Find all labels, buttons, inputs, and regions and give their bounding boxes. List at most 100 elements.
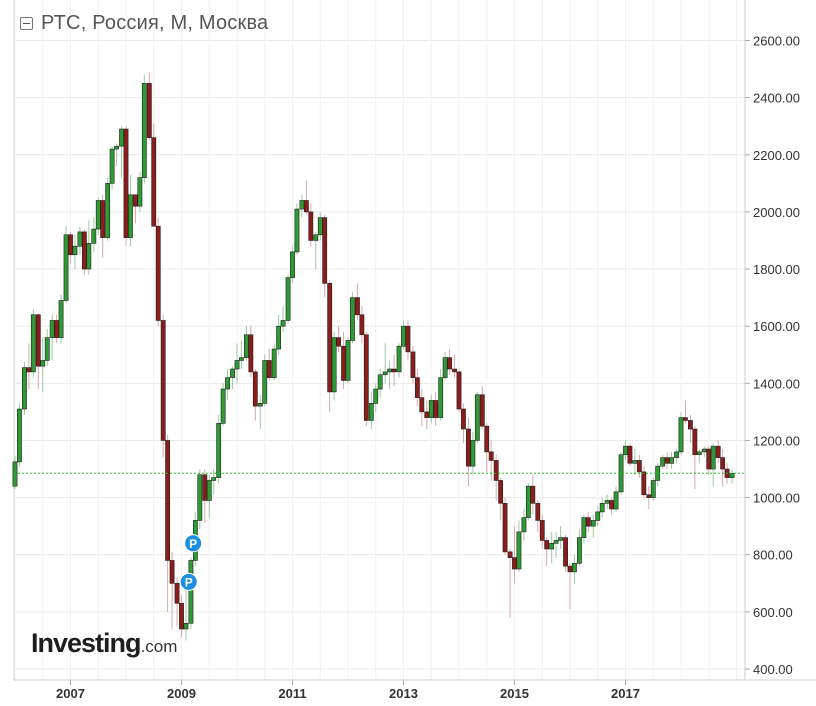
candle-body <box>627 445 633 464</box>
candle-body <box>669 457 674 464</box>
candle-body <box>146 83 152 138</box>
y-tick-label: 2000.00 <box>753 205 800 220</box>
x-tick-label: 2009 <box>167 686 196 701</box>
candle-body <box>401 325 406 347</box>
candle-down <box>692 426 698 490</box>
candle-body <box>303 200 309 213</box>
candle-up <box>206 474 212 518</box>
candle-up <box>12 456 18 490</box>
candle-body <box>646 494 652 498</box>
candle-down <box>202 469 208 524</box>
candle-up <box>183 583 189 641</box>
candle-body <box>109 148 115 184</box>
candle-body <box>169 560 175 584</box>
candle-down <box>414 369 420 407</box>
x-tick-label: 2011 <box>278 686 306 701</box>
candle-body <box>563 537 568 567</box>
candle-down <box>419 389 425 427</box>
candle-body <box>424 411 430 418</box>
event-marker[interactable]: P <box>184 534 203 553</box>
candle-body <box>442 357 448 378</box>
candle-body <box>590 520 596 527</box>
candle-up <box>678 411 684 455</box>
candle-body <box>479 394 485 427</box>
candle-body <box>350 297 355 341</box>
candle-body <box>206 480 212 501</box>
candle-body <box>405 325 411 353</box>
candle-up <box>655 463 661 487</box>
event-marker-circle[interactable] <box>179 572 198 591</box>
candle-body <box>539 520 545 541</box>
candle-down <box>341 331 346 390</box>
candle-down <box>641 466 647 498</box>
candle-up <box>674 449 679 464</box>
candle-body <box>317 217 323 236</box>
candle-body <box>91 228 97 244</box>
candle-body <box>701 448 707 453</box>
candle-up <box>72 234 78 270</box>
candle-body <box>54 320 60 338</box>
candle-up <box>650 477 656 501</box>
candle-down <box>327 280 333 412</box>
candle-body <box>493 460 499 481</box>
candle-down <box>322 214 328 298</box>
candle-body <box>706 448 712 470</box>
event-markers[interactable]: PP <box>179 534 203 591</box>
candle-down <box>493 454 499 501</box>
investing-logo: Investing .com <box>31 628 177 659</box>
candle-body <box>276 325 282 350</box>
candle-up <box>558 526 563 550</box>
candle-down <box>530 474 536 515</box>
candle-up <box>313 231 319 270</box>
candle-up <box>669 451 674 470</box>
candle-up <box>613 486 619 512</box>
candle-body <box>188 560 194 624</box>
candle-body <box>165 440 171 561</box>
candle-up <box>91 217 97 252</box>
candle-body <box>17 408 22 463</box>
candle-up <box>239 340 244 370</box>
candle-body <box>567 565 573 573</box>
y-tick-label: 1800.00 <box>753 262 800 277</box>
candle-body <box>683 417 688 421</box>
candle-body <box>72 245 78 256</box>
candle-up <box>368 391 374 430</box>
candle-body <box>650 480 656 498</box>
grid-lines <box>14 0 745 680</box>
candle-down <box>479 386 485 430</box>
candle-body <box>141 83 147 178</box>
candle-up <box>141 74 147 184</box>
candle-up <box>710 443 716 487</box>
candle-body <box>581 517 587 538</box>
x-tick-label: 2007 <box>56 686 85 701</box>
candle-up <box>30 309 36 378</box>
candle-down <box>359 306 365 344</box>
candle-body <box>507 551 513 558</box>
candle-body <box>40 360 46 367</box>
candle-up <box>58 294 64 344</box>
candle-down <box>100 194 106 258</box>
y-tick-label: 1000.00 <box>753 491 800 506</box>
candle-up <box>77 226 83 255</box>
candle-body <box>313 234 319 241</box>
event-marker[interactable]: P <box>179 572 198 591</box>
candle-body <box>322 217 328 284</box>
event-marker-circle[interactable] <box>184 534 203 553</box>
candle-up <box>119 126 124 178</box>
candle-body <box>220 388 226 424</box>
candle-up <box>604 494 610 510</box>
candle-body <box>95 200 101 230</box>
candle-body <box>266 360 272 378</box>
candle-down <box>539 514 545 550</box>
candle-body <box>391 368 397 373</box>
candle-body <box>632 460 638 464</box>
candle-down <box>248 326 254 378</box>
candle-body <box>530 485 536 504</box>
candle-body <box>183 622 189 630</box>
collapse-icon[interactable] <box>20 17 33 30</box>
x-tick-label: 2017 <box>611 686 640 701</box>
candle-body <box>12 461 18 487</box>
candle-body <box>26 367 32 373</box>
candle-down <box>336 326 341 352</box>
